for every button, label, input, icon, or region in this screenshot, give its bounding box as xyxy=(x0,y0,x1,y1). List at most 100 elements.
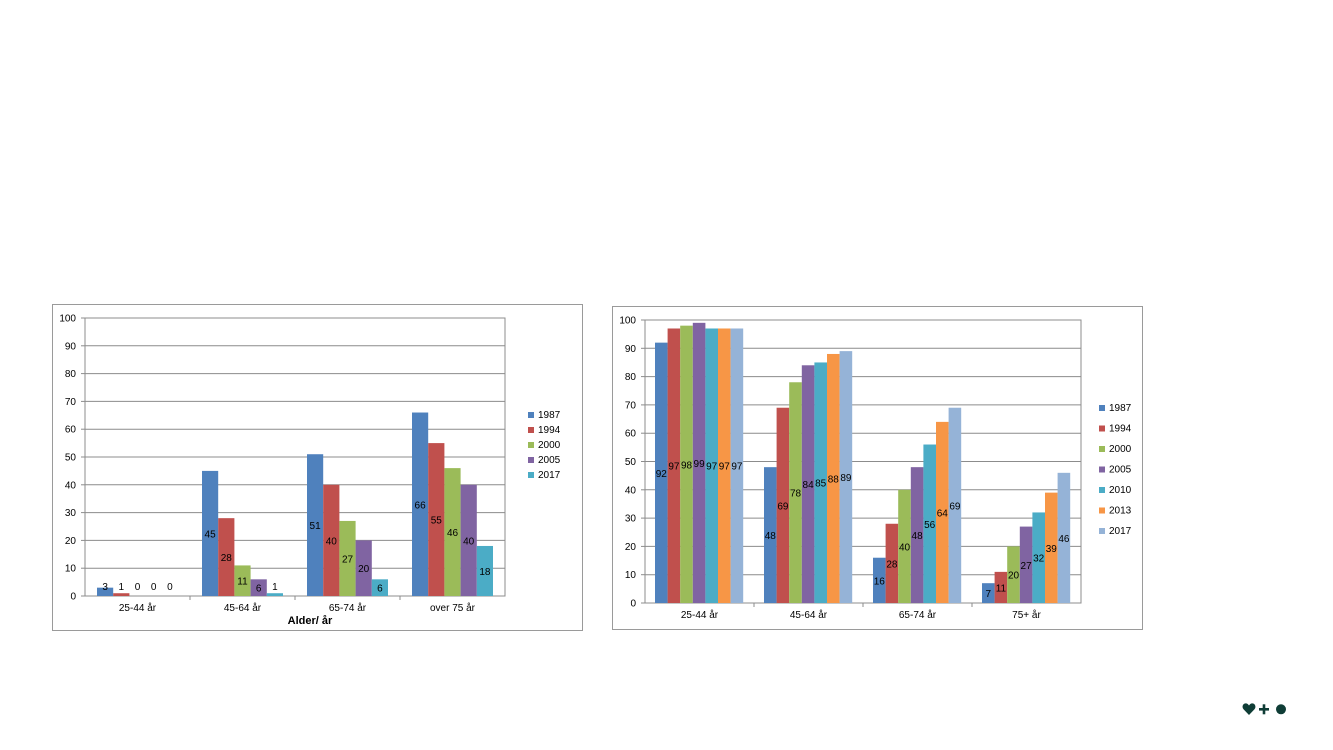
chart1-bar-2017 xyxy=(371,579,388,596)
chart2-y-tick-label: 90 xyxy=(625,344,637,355)
chart1-data-label: 51 xyxy=(310,521,322,532)
chart2-legend-label-2005: 2005 xyxy=(1109,465,1132,476)
chart1-bar-1994 xyxy=(218,518,235,596)
chart1-x-tick-label: 25-44 år xyxy=(119,602,157,614)
chart1-data-label: 28 xyxy=(221,553,233,564)
chart2-data-label: 32 xyxy=(1033,554,1045,565)
chart2-data-label: 27 xyxy=(1021,561,1033,572)
chart2-data-label: 98 xyxy=(681,460,693,471)
chart2-bar-2005 xyxy=(801,365,815,603)
chart1-legend-label-2017: 2017 xyxy=(538,470,561,481)
chart-left: 0 10 20 30 40 50 60 70 80 90 100 25-44 år 3 1 0 0 0 45-64… xyxy=(52,304,583,631)
chart2-data-label: 46 xyxy=(1058,534,1070,545)
chart2-bar-2005 xyxy=(910,467,924,603)
chart1-data-label: 0 xyxy=(135,582,141,593)
chart2-bar-2000 xyxy=(789,382,802,603)
chart2-data-label: 7 xyxy=(986,589,992,600)
chart2-bar-2017 xyxy=(1057,472,1071,603)
chart1-y-tick-label: 50 xyxy=(65,453,77,464)
chart2-bar-1987 xyxy=(982,583,995,603)
chart1-y-tick-label: 40 xyxy=(65,480,77,491)
chart1-bar-2005 xyxy=(250,579,267,596)
chart1-legend-label-2000: 2000 xyxy=(538,440,561,451)
chart-right: 0 10 20 30 40 50 60 70 80 90 100 25-44 år 92 97 98 99 97… xyxy=(612,306,1143,630)
chart1-y-tick-label: 0 xyxy=(70,592,76,603)
chart2-y-tick-label: 80 xyxy=(625,372,637,383)
chart1-y-tick-label: 20 xyxy=(65,536,77,547)
chart1-data-label: 20 xyxy=(358,564,370,575)
chart2-bar-1987 xyxy=(873,557,886,603)
chart2-data-label: 28 xyxy=(886,559,898,570)
chart1-legend-label-1987: 1987 xyxy=(538,410,561,421)
chart2-y-tick-label: 100 xyxy=(619,316,636,327)
chart2-legend-swatch-1994 xyxy=(1099,425,1105,432)
chart2-data-label: 56 xyxy=(924,520,936,531)
chart2-data-label: 97 xyxy=(731,462,743,473)
chart1-y-tick-label: 60 xyxy=(65,425,77,436)
chart2-bar-2005 xyxy=(692,322,706,603)
chart2-data-label: 84 xyxy=(803,480,815,491)
chart2-y-tick-label: 20 xyxy=(625,542,637,553)
chart2-y-tick-label: 70 xyxy=(625,400,637,411)
chart1-data-label: 46 xyxy=(447,528,459,539)
chart2-legend-label-2000: 2000 xyxy=(1109,444,1132,455)
chart2-legend-label-2013: 2013 xyxy=(1109,506,1132,517)
chart2-data-label: 40 xyxy=(899,542,911,553)
chart1-y-tick-label: 80 xyxy=(65,369,77,380)
chart1-data-label: 1 xyxy=(272,582,278,593)
chart2-x-tick-label: 65-74 år xyxy=(899,609,937,621)
chart2-legend-swatch-2005 xyxy=(1099,466,1105,473)
chart1-bar-1994 xyxy=(428,443,445,596)
chart2-legend-swatch-2017 xyxy=(1099,528,1105,534)
chart2-legend-swatch-2010 xyxy=(1099,487,1105,493)
chart1-bar-2000 xyxy=(339,520,356,596)
chart2-legend-label-2017: 2017 xyxy=(1109,526,1132,537)
chart2-x-tick-label: 75+ år xyxy=(1012,609,1041,621)
chart1-bar-2005 xyxy=(355,540,372,596)
chart2-bar-2017 xyxy=(948,407,962,603)
chart2-legend-label-1987: 1987 xyxy=(1109,403,1132,414)
chart2-bar-1994 xyxy=(994,571,1008,603)
chart1-data-label: 40 xyxy=(463,536,475,547)
chart2-bar-1994 xyxy=(667,328,681,603)
chart2-bar-2000 xyxy=(1007,546,1020,603)
chart2-y-tick-label: 10 xyxy=(625,570,637,581)
chart1-data-label: 1 xyxy=(119,582,125,593)
chart1-bar-1987 xyxy=(412,412,429,596)
chart1-bar-1994 xyxy=(113,593,130,596)
chart2-bar-1994 xyxy=(776,407,790,603)
chart1-y-tick-label: 70 xyxy=(65,397,77,408)
chart2-y-tick-label: 50 xyxy=(625,457,637,468)
chart2-data-label: 78 xyxy=(790,489,802,500)
chart2-data-label: 20 xyxy=(1008,571,1020,582)
chart2-bar-2000 xyxy=(898,489,911,603)
chart2-legend-swatch-1987 xyxy=(1099,405,1105,411)
chart1-x-tick-label: 45-64 år xyxy=(224,602,262,614)
chart2-bar-2005 xyxy=(1019,526,1033,603)
chart1-data-label: 3 xyxy=(102,582,108,593)
chart2-data-label: 85 xyxy=(815,479,827,490)
chart1-data-label: 18 xyxy=(479,567,491,578)
chart1-bar-2000 xyxy=(234,565,251,596)
chart2-bar-2013 xyxy=(718,328,731,603)
chart2-data-label: 99 xyxy=(694,459,706,470)
chart2-bar-1987 xyxy=(764,467,777,603)
chart2-data-label: 64 xyxy=(937,508,949,519)
chart1-bar-1987 xyxy=(307,454,324,596)
chart1-y-tick-label: 30 xyxy=(65,508,77,519)
chart1-data-label: 0 xyxy=(151,582,157,593)
chart1-data-label: 0 xyxy=(167,582,173,593)
chart1-y-tick-label: 90 xyxy=(65,341,77,352)
chart1-legend-swatch-1987 xyxy=(528,412,534,418)
chart2-bar-2010 xyxy=(814,362,827,603)
chart2-data-label: 92 xyxy=(656,469,668,480)
chart2-bar-2013 xyxy=(936,421,949,603)
chart1-x-axis-title: Alder/ år xyxy=(288,615,333,627)
chart2-y-tick-label: 60 xyxy=(625,429,637,440)
chart1-data-label: 27 xyxy=(342,554,354,565)
chart1-y-tick-label: 100 xyxy=(59,314,76,325)
chart2-bar-2010 xyxy=(705,328,718,603)
chart2-data-label: 48 xyxy=(912,531,924,542)
chart2-data-label: 16 xyxy=(874,576,886,587)
chart2-x-tick-label: 45-64 år xyxy=(790,609,828,621)
